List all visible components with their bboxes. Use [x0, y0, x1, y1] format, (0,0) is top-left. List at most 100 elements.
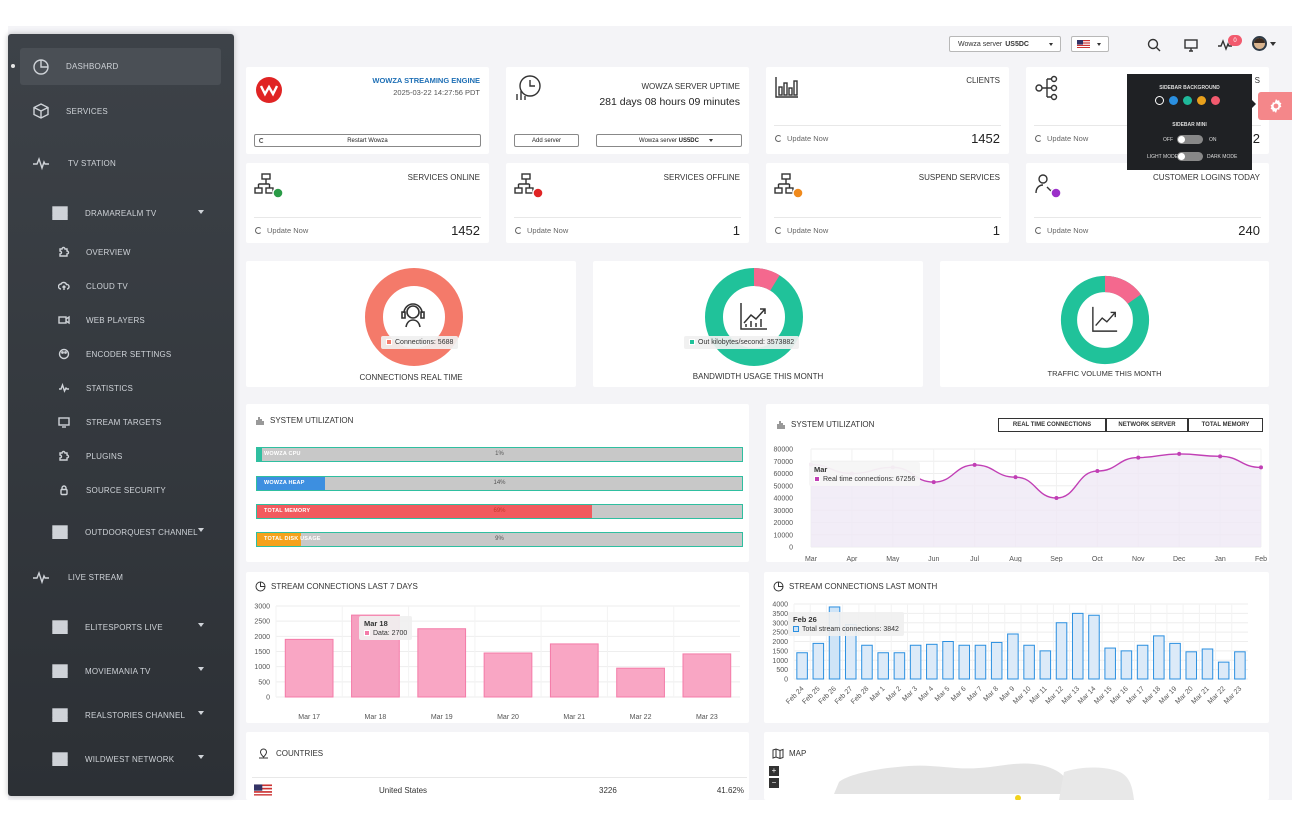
update-now-link[interactable]: Update Now — [515, 226, 568, 235]
bar[interactable] — [1104, 647, 1116, 680]
server-select[interactable]: Wowza server US5DC — [949, 36, 1061, 52]
data-point[interactable] — [1054, 496, 1059, 500]
bar[interactable] — [682, 653, 732, 698]
sidebar-item-realstories-channel[interactable]: REALSTORIES CHANNEL — [52, 708, 212, 722]
card-server-select[interactable]: Wowza server US5DC — [596, 134, 742, 147]
sidebar-mini-toggle[interactable] — [1177, 135, 1203, 144]
update-now-link[interactable]: Update Now — [1035, 226, 1088, 235]
zoom-in-button[interactable]: + — [769, 766, 779, 776]
color-swatch[interactable] — [1183, 96, 1192, 105]
color-swatch[interactable] — [1155, 96, 1164, 105]
sidebar-item-encoder-settings[interactable]: ENCODER SETTINGS — [58, 348, 171, 360]
sidebar-item-tv-station[interactable]: TV STATION — [32, 154, 116, 172]
bar[interactable] — [284, 638, 334, 698]
sidebar-item-cloud-tv[interactable]: CLOUD TV — [58, 280, 128, 292]
bar[interactable] — [616, 667, 665, 698]
dark-mode-toggle[interactable] — [1177, 152, 1203, 161]
sidebar-item-services[interactable]: SERVICES — [32, 102, 108, 120]
sidebar-item-dashboard[interactable]: DASHBOARD — [20, 48, 221, 85]
y-tick-label: 1500 — [772, 648, 788, 655]
bar[interactable] — [990, 641, 1003, 680]
data-point[interactable] — [1095, 469, 1100, 474]
data-point[interactable] — [1218, 454, 1223, 459]
sidebar-item-live-stream[interactable]: LIVE STREAM — [32, 568, 123, 586]
sidebar-item-moviemania-tv[interactable]: MOVIEMANIA TV — [52, 664, 212, 678]
bar[interactable] — [1039, 650, 1052, 680]
y-tick-label: 40000 — [774, 496, 794, 503]
avatar[interactable] — [1252, 36, 1267, 51]
bar[interactable] — [877, 652, 889, 680]
bar[interactable] — [958, 644, 971, 680]
data-point[interactable] — [1177, 451, 1182, 456]
bar[interactable] — [1217, 661, 1230, 680]
update-now-link[interactable]: Update Now — [775, 226, 828, 235]
language-select[interactable] — [1071, 36, 1109, 52]
data-point[interactable] — [1013, 475, 1018, 480]
sidebar-item-outdoorquest-channel[interactable]: OUTDOORQUEST CHANNEL — [52, 525, 212, 539]
sidebar-item-web-players[interactable]: WEB PLAYERS — [58, 314, 145, 326]
chevron-down-icon[interactable] — [1270, 42, 1276, 46]
bar[interactable] — [1007, 633, 1019, 680]
bar[interactable] — [1169, 642, 1181, 680]
sidebar-item-source-security[interactable]: SOURCE SECURITY — [58, 484, 166, 496]
sidebar-item-overview[interactable]: OVERVIEW — [58, 246, 131, 258]
data-point[interactable] — [931, 480, 936, 485]
bar[interactable] — [828, 606, 841, 680]
bar[interactable] — [417, 628, 467, 698]
sidebar-item-stream-targets[interactable]: STREAM TARGETS — [58, 416, 161, 428]
bar[interactable] — [942, 641, 954, 680]
tab-real-time-connections[interactable]: REAL TIME CONNECTIONS — [998, 418, 1106, 432]
bar[interactable] — [974, 644, 987, 680]
bar[interactable] — [1120, 650, 1133, 680]
data-point[interactable] — [972, 462, 977, 467]
bar[interactable] — [1185, 651, 1198, 680]
bar[interactable] — [1136, 644, 1149, 680]
data-point[interactable] — [1259, 465, 1263, 470]
engine-datetime: 2025-03-22 14:27:56 PDT — [393, 88, 480, 97]
bar[interactable] — [893, 652, 906, 680]
color-swatch[interactable] — [1169, 96, 1178, 105]
card-value: 2 — [1252, 131, 1260, 146]
bar[interactable] — [1153, 635, 1165, 680]
activity-icon[interactable] — [1217, 39, 1233, 51]
pie-chart-icon — [773, 581, 784, 592]
bar[interactable] — [1023, 644, 1035, 680]
headset-icon — [401, 303, 425, 328]
zoom-out-button[interactable]: − — [769, 778, 779, 788]
world-map[interactable] — [764, 732, 1269, 800]
color-swatch[interactable] — [1197, 96, 1206, 105]
bar[interactable] — [1201, 648, 1214, 680]
sidebar-item-elitesports-live[interactable]: ELITESPORTS LIVE — [52, 620, 212, 634]
color-swatch[interactable] — [1211, 96, 1220, 105]
monitor-icon[interactable] — [1184, 39, 1198, 52]
bar[interactable] — [1088, 614, 1100, 680]
bar[interactable] — [909, 644, 922, 680]
update-now-link[interactable]: Update Now — [775, 134, 828, 143]
bar[interactable] — [1234, 651, 1246, 680]
restart-wowza-button[interactable]: Restart Wowza — [254, 134, 481, 147]
update-now-link[interactable]: Update Now — [255, 226, 308, 235]
sidebar-item-wildwest-network[interactable]: WILDWEST NETWORK — [52, 752, 212, 766]
bar[interactable] — [812, 642, 825, 680]
sidebar-item-dramarealm-tv[interactable]: DRAMAREALM TV — [52, 206, 212, 220]
tab-network-server[interactable]: NETWORK SERVER — [1106, 418, 1188, 432]
settings-button[interactable] — [1258, 92, 1292, 120]
bar[interactable] — [861, 644, 873, 680]
system-utilization-line-chart: 0 10000 20000 30000 40000 50000 60000 70000 8000… — [774, 447, 1268, 563]
card-title: SERVICES OFFLINE — [663, 173, 740, 182]
data-point[interactable] — [1136, 455, 1141, 460]
update-now-link[interactable]: Update Now — [1035, 134, 1088, 143]
line-tooltip: Mar Real time connections: 67256 — [809, 462, 921, 486]
bar[interactable] — [926, 643, 938, 680]
bar[interactable] — [549, 643, 599, 698]
search-icon[interactable] — [1147, 38, 1161, 52]
bar[interactable] — [796, 652, 808, 680]
tooltip-text: Data: 2700 — [373, 630, 408, 637]
add-server-button[interactable]: Add server — [514, 134, 579, 147]
bar[interactable] — [483, 652, 533, 698]
sidebar-item-plugins[interactable]: PLUGINS — [58, 450, 123, 462]
bar[interactable] — [1055, 622, 1068, 680]
sidebar-item-statistics[interactable]: STATISTICS — [58, 382, 133, 394]
tab-total-memory[interactable]: TOTAL MEMORY — [1188, 418, 1263, 432]
bar[interactable] — [1071, 612, 1084, 680]
